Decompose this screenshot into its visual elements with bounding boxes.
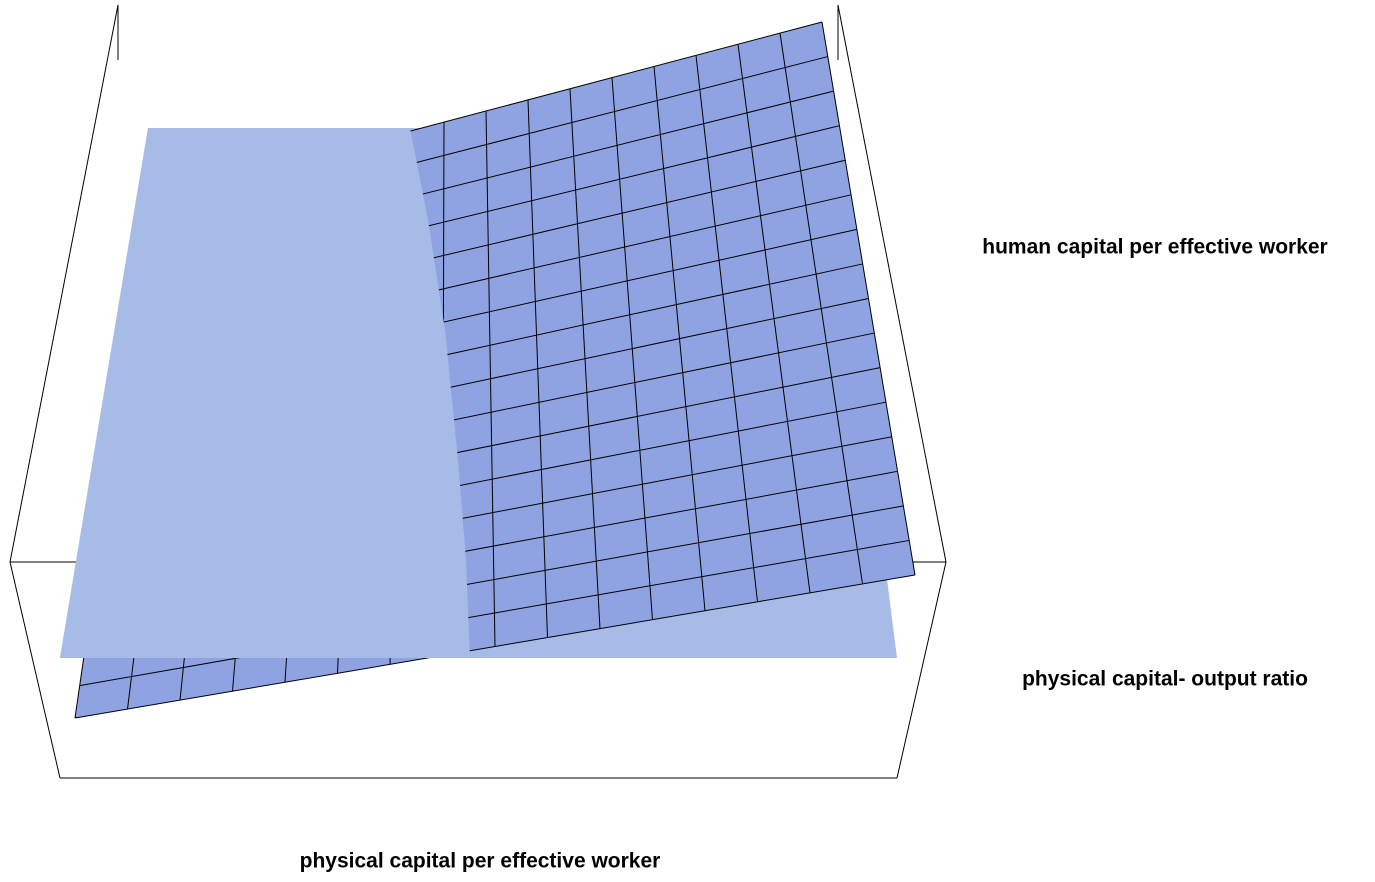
box-edge bbox=[9, 4, 119, 563]
flat-surface-front bbox=[60, 128, 470, 658]
surface-mesh bbox=[821, 21, 916, 576]
box-edge bbox=[896, 561, 947, 779]
surface-mesh bbox=[79, 539, 910, 687]
surface-mesh bbox=[611, 77, 653, 620]
surface-mesh bbox=[527, 99, 548, 638]
z-axis-label: physical capital- output ratio bbox=[1022, 668, 1308, 691]
surface-mesh bbox=[695, 55, 758, 602]
box-edge bbox=[9, 561, 61, 779]
x-axis-label: physical capital per effective worker bbox=[300, 850, 661, 873]
surface-mesh bbox=[779, 33, 863, 585]
surface-mesh bbox=[74, 574, 916, 719]
y-axis-label: human capital per effective worker bbox=[982, 236, 1327, 259]
surface-mesh bbox=[737, 44, 811, 593]
box-edge bbox=[837, 4, 947, 563]
surface-mesh bbox=[653, 66, 706, 611]
surface-mesh bbox=[569, 88, 601, 629]
